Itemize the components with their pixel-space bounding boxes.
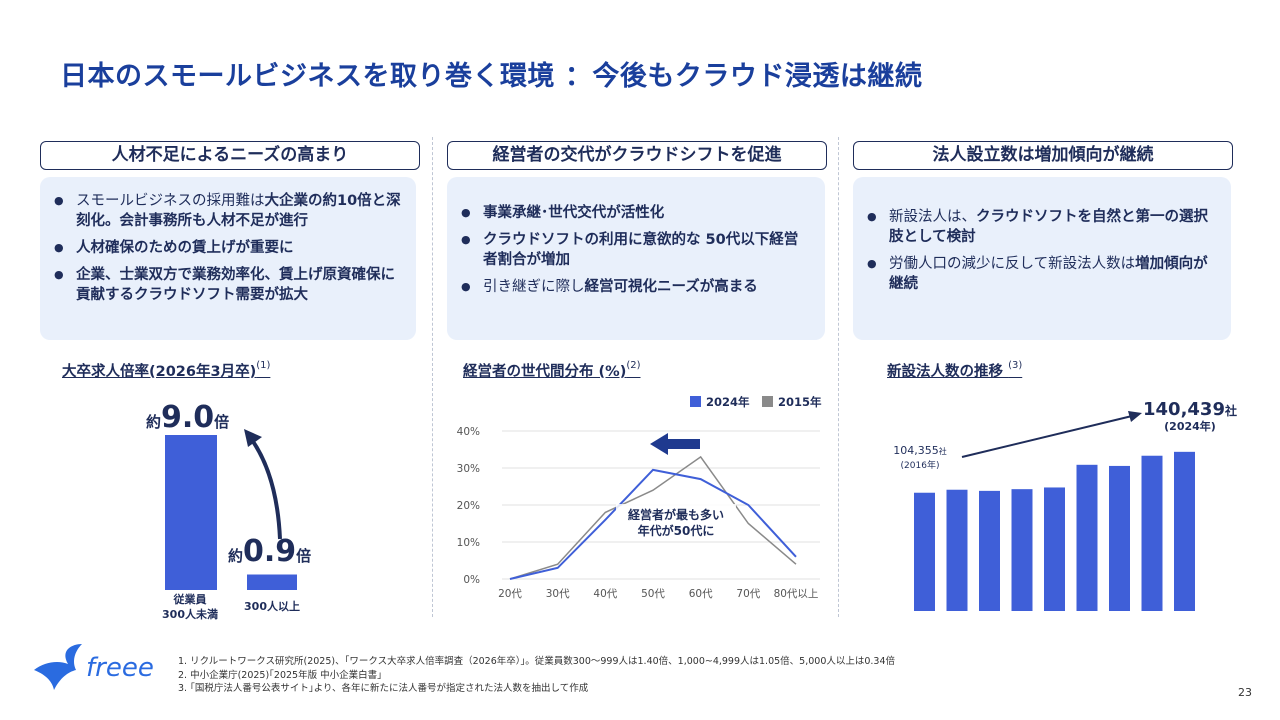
bar — [1076, 464, 1098, 611]
bullet-text: 引き継ぎに際し — [483, 279, 585, 295]
big-ratio-label: 約9.0倍 — [146, 400, 229, 435]
footnotes: 1. リクルートワークス研究所(2025)、｢ワークス大卒求人倍率調査（2026… — [178, 655, 895, 696]
start-year-label: (2016年) — [901, 459, 940, 471]
left-arrow-icon — [650, 433, 700, 455]
bar — [914, 492, 935, 611]
y-tick-label: 20% — [457, 500, 480, 512]
bullet-item: 労働人口の減少に反して新設法人数は増加傾向が継続 — [867, 254, 1217, 294]
bullet-text: 大企業の約10倍と深刻化。会計事務所も人材不足が進行 — [76, 193, 401, 229]
x-tick-label: 60代 — [689, 588, 713, 600]
column-divider — [838, 137, 839, 617]
chart1-title: 大卒求人倍率(2026年3月卒)(1) — [62, 360, 271, 380]
column-divider — [432, 137, 433, 617]
x-tick-label: 40代 — [593, 588, 617, 600]
bullet-item: 事業承継･世代交代が活性化 — [461, 203, 811, 223]
x-tick-label: 80代以上 — [774, 588, 819, 600]
chart2-title: 経営者の世代間分布 (%)(2) — [463, 360, 641, 380]
y-tick-label: 10% — [457, 537, 480, 549]
curved-arrow-icon — [250, 438, 282, 540]
legend-swatch — [690, 396, 701, 407]
bar — [946, 489, 968, 611]
y-tick-label: 40% — [457, 426, 480, 438]
logo-text: freee — [86, 653, 154, 683]
chart-legend: 2024年 2015年 — [690, 395, 822, 409]
x-tick-label: 70代 — [736, 588, 760, 600]
annotation-line-1: 経営者が最も多い — [628, 507, 724, 522]
bullet-text: 労働人口の減少に反して新設法人数は — [889, 256, 1136, 272]
page-number: 23 — [1238, 686, 1252, 699]
footnote-2: 2. 中小企業庁(2025)｢2025年版 中小企業白書｣ — [178, 669, 382, 681]
x-tick-label: 30代 — [546, 588, 570, 600]
trend-arrow-line — [961, 415, 1133, 458]
footnote-3: 3. ｢国税庁法人番号公表サイト｣より、各年に新たに法人番号が指定された法人数を… — [178, 683, 589, 694]
bullet-box-talent: スモールビジネスの採用難は大企業の約10倍と深刻化。会計事務所も人材不足が進行人… — [40, 177, 416, 340]
bullet-text: 新設法人は、 — [889, 209, 976, 225]
bar-label-large-firms: 300人以上 — [244, 599, 300, 613]
end-value-label: 140,439社 — [1143, 399, 1237, 420]
bar — [1141, 455, 1163, 611]
bullet-text: 事業承継･世代交代が活性化 — [483, 205, 665, 221]
page-title: 日本のスモールビジネスを取り巻く環境 ：今後もクラウド浸透は継続 — [60, 61, 923, 92]
column-header-incorporation: 法人設立数は増加傾向が継続 — [853, 141, 1233, 170]
y-tick-label: 0% — [463, 574, 480, 586]
bullet-box-succession: 事業承継･世代交代が活性化クラウドソフトの利用に意欲的な 50代以下経営者割合が… — [447, 177, 825, 340]
bullet-text: クラウドソフトの利用に意欲的な 50代以下経営者割合が増加 — [483, 232, 799, 268]
y-tick-label: 30% — [457, 463, 480, 475]
end-year-label: (2024年) — [1164, 419, 1216, 433]
annotation-backdrop — [616, 504, 736, 540]
column-header-talent: 人材不足によるニーズの高まり — [40, 141, 420, 170]
series-line — [509, 468, 797, 580]
start-value-label: 104,355社 — [893, 444, 947, 457]
bar — [165, 435, 217, 590]
small-ratio-label: 約0.9倍 — [228, 534, 311, 569]
bullet-text: クラウドソフトを自然と第一の選択肢として検討 — [889, 209, 1208, 245]
bullet-item: 引き継ぎに際し経営可視化ニーズが高まる — [461, 277, 811, 297]
chart3-title: 新設法人数の推移 (3) — [887, 360, 1023, 380]
legend-label: 2024年 — [706, 395, 750, 409]
bar — [979, 490, 1000, 611]
bird-logo-icon — [34, 644, 82, 690]
bullet-text: 経営可視化ニーズが高まる — [584, 279, 758, 295]
trend-arrow-head-icon — [1128, 411, 1142, 422]
bar — [1044, 487, 1065, 611]
x-tick-label: 20代 — [498, 588, 522, 600]
legend-label: 2015年 — [778, 395, 822, 409]
bullet-item: 人材確保のための賃上げが重要に — [54, 238, 402, 258]
annotation-line-2: 年代が50代に — [638, 523, 715, 538]
bar-label-small-firms-1: 従業員 — [173, 592, 207, 606]
freee-logo: freee — [34, 644, 154, 690]
legend-swatch — [762, 396, 773, 407]
bar — [247, 574, 297, 590]
bullet-item: 新設法人は、クラウドソフトを自然と第一の選択肢として検討 — [867, 207, 1217, 247]
series-line — [509, 455, 797, 580]
bullet-text: 企業、士業双方で業務効率化、賃上げ原資確保に貢献するクラウドソフト需要が拡大 — [76, 267, 395, 303]
bullet-text: 人材確保のための賃上げが重要に — [76, 240, 294, 256]
x-tick-label: 50代 — [641, 588, 665, 600]
job-ratio-chart: 約9.0倍 約0.9倍 従業員 300人未満 300人以上 — [146, 400, 311, 621]
bar — [1109, 465, 1130, 611]
bar-label-small-firms-2: 300人未満 — [162, 607, 218, 621]
bullet-box-incorporation: 新設法人は、クラウドソフトを自然と第一の選択肢として検討労働人口の減少に反して新… — [853, 177, 1231, 340]
arrow-head-icon — [244, 429, 262, 447]
footnote-1: 1. リクルートワークス研究所(2025)、｢ワークス大卒求人倍率調査（2026… — [178, 656, 896, 667]
bar — [1011, 489, 1033, 611]
generation-line-chart: 2024年 2015年 0% 10% 20% 30% 40% 20代 30代 40代 50代 60代… — [457, 395, 822, 600]
bullet-item: スモールビジネスの採用難は大企業の約10倍と深刻化。会計事務所も人材不足が進行 — [54, 191, 402, 231]
bullet-text: スモールビジネスの採用難は — [76, 193, 265, 209]
bullet-text: 増加傾向が継続 — [889, 256, 1208, 292]
bar — [1174, 451, 1195, 611]
incorporation-bar-chart: 140,439社 (2024年) 104,355社 (2016年) — [893, 399, 1237, 611]
bullet-item: クラウドソフトの利用に意欲的な 50代以下経営者割合が増加 — [461, 230, 811, 270]
bullet-item: 企業、士業双方で業務効率化、賃上げ原資確保に貢献するクラウドソフト需要が拡大 — [54, 265, 402, 305]
column-header-succession: 経営者の交代がクラウドシフトを促進 — [447, 141, 827, 170]
